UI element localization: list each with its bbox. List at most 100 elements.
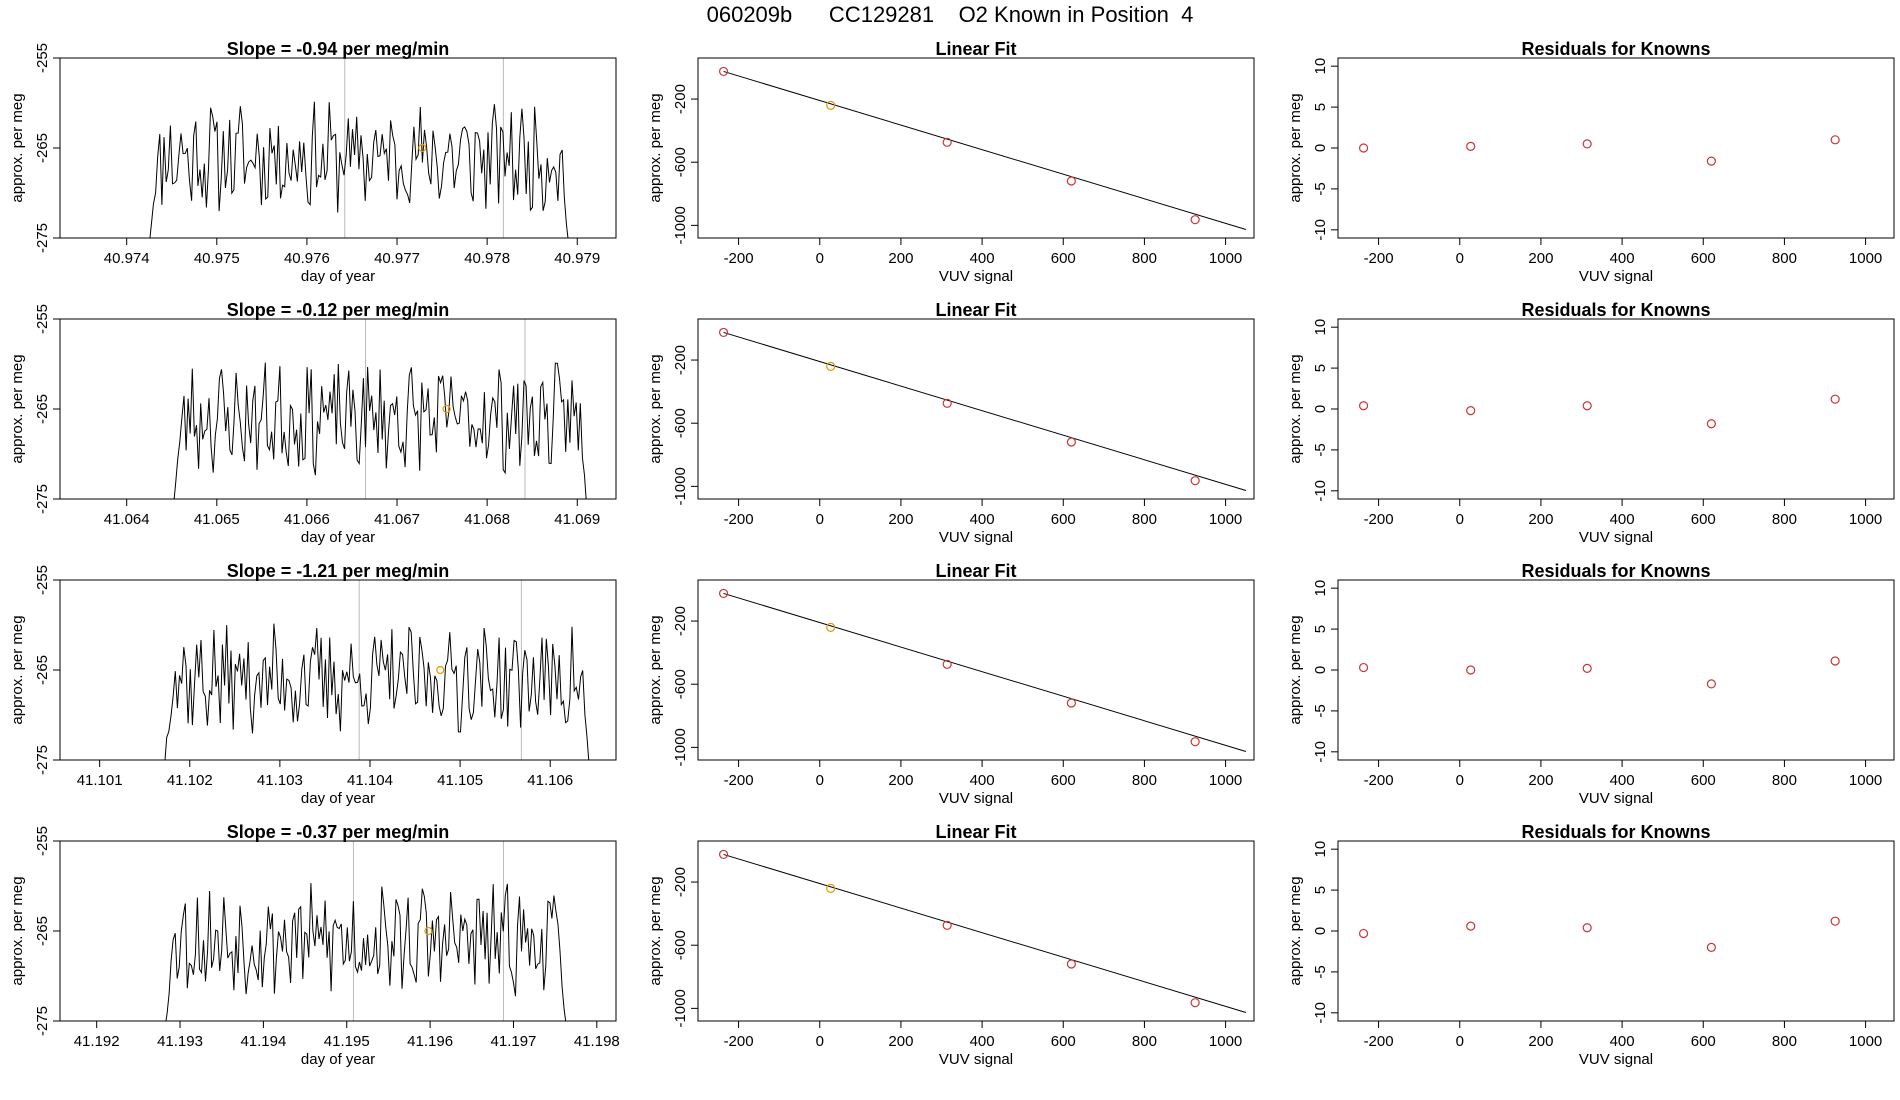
x-tick-label: 200 [1528,511,1553,528]
y-axis-label: approx. per meg [1287,615,1304,724]
y-tick-label: -600 [672,408,689,438]
data-point [942,659,952,669]
x-tick-label: 41.067 [374,511,420,528]
data-point [718,327,729,338]
highlight-point [826,883,836,893]
y-tick-label: -5 [1312,704,1329,717]
panel-title: Linear Fit [935,561,1016,581]
x-tick-label: 400 [970,250,995,267]
x-tick-label: 600 [1691,772,1716,789]
x-tick-label: 0 [1456,1033,1464,1050]
y-tick-label: -255 [34,565,51,595]
x-tick-label: 0 [1456,250,1464,267]
fit-line [723,70,1247,230]
panel-2-2: Linear Fit -200 0 200 400 600 800 1000 -200 -600 -… [647,300,1255,546]
x-tick-label: 41.192 [74,1033,120,1050]
y-tick-label: 0 [1312,666,1329,674]
x-axis-label: VUV signal [1579,529,1653,546]
x-axis-label: VUV signal [1579,790,1653,807]
y-tick-label: -255 [34,43,51,73]
data-point [942,137,952,147]
data-point [1706,156,1716,166]
x-tick-label: -200 [724,772,754,789]
y-tick-label: -1000 [672,206,689,244]
x-tick-label: 600 [1691,1033,1716,1050]
x-tick-label: 800 [1772,1033,1797,1050]
y-tick-label: -275 [34,484,51,514]
highlight-point [826,100,836,110]
y-tick-label: -1000 [672,728,689,766]
x-tick-label: 41.064 [104,511,150,528]
fit-line [723,331,1247,491]
x-axis-label: VUV signal [939,268,1013,285]
data-point [1830,394,1840,404]
panel-4-3: Residuals for Knowns-200 0 200 400 600 800 100… [1287,822,1895,1068]
panel-title: Linear Fit [935,39,1016,59]
x-tick-label: 0 [816,772,824,789]
signal-trace [149,101,569,238]
data-point [1830,135,1840,145]
x-tick-label: 40.974 [104,250,150,267]
x-tick-label: 400 [970,511,995,528]
plot-frame [697,318,1255,500]
x-tick-label: 1000 [1209,511,1242,528]
data-point [1466,406,1476,416]
data-point [1190,998,1200,1008]
x-tick-label: 40.976 [284,250,330,267]
panel-title: Slope = -0.37 per meg/min [227,822,450,842]
x-axis-label: VUV signal [939,790,1013,807]
y-tick-label: -10 [1312,741,1329,763]
signal-trace [164,623,590,760]
data-point [1706,419,1716,429]
y-tick-label: -600 [672,147,689,177]
data-point [1066,176,1076,186]
x-tick-label: 200 [1528,250,1553,267]
x-tick-label: 800 [1132,1033,1157,1050]
data-point [1582,923,1592,933]
x-axis-label: VUV signal [1579,1051,1653,1068]
data-point [1466,141,1476,151]
x-tick-label: 1000 [1209,772,1242,789]
x-tick-label: 41.066 [284,511,330,528]
y-tick-label: 5 [1312,364,1329,372]
x-tick-label: 41.197 [491,1033,537,1050]
data-point [1190,737,1200,747]
y-tick-label: -5 [1312,443,1329,456]
x-tick-label: 41.068 [464,511,510,528]
figure-title: 060209b CC129281 O2 Known in Position 4 [706,2,1194,27]
data-point [1830,656,1840,666]
plot-frame [697,57,1255,239]
y-axis-label: approx. per meg [647,615,664,724]
x-tick-label: 600 [1051,511,1076,528]
x-tick-label: 200 [1528,1033,1553,1050]
x-tick-label: 0 [816,250,824,267]
data-point [718,588,729,599]
y-tick-label: -255 [34,826,51,856]
x-tick-label: 200 [888,511,913,528]
data-point [1830,916,1840,926]
x-tick-label: 200 [888,1033,913,1050]
y-tick-label: -265 [34,394,51,424]
x-tick-label: 600 [1051,250,1076,267]
x-tick-label: 200 [1528,772,1553,789]
x-tick-label: 1000 [1849,772,1882,789]
y-tick-label: 10 [1312,580,1329,597]
x-tick-label: 400 [1610,250,1635,267]
panel-4-2: Linear Fit -200 0 200 400 600 800 1000 -200 -600 -… [647,822,1255,1068]
x-tick-label: 0 [816,511,824,528]
x-tick-label: 0 [1456,511,1464,528]
x-tick-label: 800 [1772,250,1797,267]
y-tick-label: -5 [1312,182,1329,195]
y-axis-label: approx. per meg [9,615,26,724]
plot-frame [1337,318,1895,500]
x-tick-label: 41.103 [257,772,303,789]
x-tick-label: 1000 [1849,250,1882,267]
y-tick-label: 5 [1312,886,1329,894]
y-tick-label: -265 [34,133,51,163]
y-tick-label: -600 [672,930,689,960]
x-tick-label: -200 [1364,772,1394,789]
data-point [1706,942,1716,952]
data-point [718,849,729,860]
y-axis-label: approx. per meg [9,354,26,463]
y-tick-label: -200 [672,606,689,636]
